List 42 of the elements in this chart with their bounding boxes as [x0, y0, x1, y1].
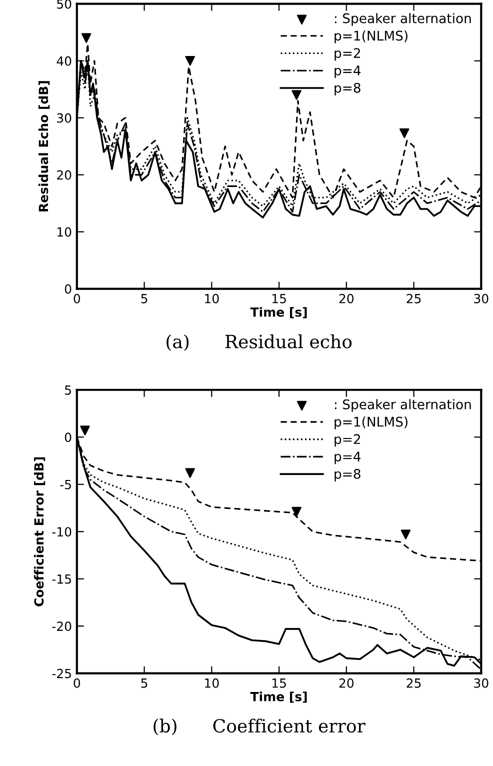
text: (b) Coefficient error: [154, 718, 366, 736]
text: (a) Residual echo: [166, 334, 352, 351]
x-axis-title: Time [s]: [250, 692, 307, 703]
x-tick-label: 0: [74, 678, 80, 688]
legend-label: p=1(NLMS): [334, 416, 408, 430]
y-tick-label: 30: [57, 113, 72, 123]
x-tick-label: 15: [272, 678, 286, 688]
y-tick-label: 20: [57, 170, 72, 180]
x-tick-label: 20: [339, 678, 354, 688]
y-tick-label: 0: [64, 284, 72, 294]
y-tick-label: 40: [56, 56, 72, 66]
x-tick-label: 20: [339, 294, 354, 304]
x-tick-label: 0: [74, 294, 80, 304]
legend-label: : Speaker alternation: [335, 13, 471, 26]
x-tick-label: 30: [474, 678, 488, 688]
x-tick-label: 25: [406, 678, 421, 688]
legend-label: p=2: [334, 48, 360, 61]
y-tick-label: -25: [52, 668, 71, 678]
x-tick-label: 30: [474, 294, 488, 304]
y-axis-title: Residual Echo [dB]: [38, 81, 50, 212]
x-tick-label: 5: [141, 678, 148, 688]
legend-label: p=8: [334, 468, 360, 482]
legend-label: p=2: [334, 434, 360, 447]
y-tick-label: -15: [52, 574, 71, 584]
legend-label: p=1(NLMS): [334, 30, 408, 44]
y-tick-label: 5: [65, 386, 71, 395]
y-tick-label: -5: [60, 480, 71, 490]
x-tick-label: 10: [205, 294, 219, 304]
y-axis-title: Coefficient Error [dB]: [34, 457, 46, 606]
x-tick-label: 25: [406, 294, 421, 304]
legend-label: p=4: [334, 452, 361, 464]
x-tick-label: 5: [141, 294, 148, 304]
x-tick-label: 10: [205, 678, 219, 688]
y-tick-label: 10: [58, 227, 72, 237]
x-tick-label: 15: [272, 294, 286, 304]
legend-label: p=8: [334, 82, 360, 96]
y-tick-label: 0: [64, 432, 72, 442]
y-tick-label: -10: [52, 527, 72, 537]
legend-label: p=4: [334, 66, 361, 78]
y-tick-label: -20: [52, 622, 72, 632]
legend-label: : Speaker alternation: [335, 399, 471, 412]
x-axis-title: Time [s]: [250, 307, 307, 318]
